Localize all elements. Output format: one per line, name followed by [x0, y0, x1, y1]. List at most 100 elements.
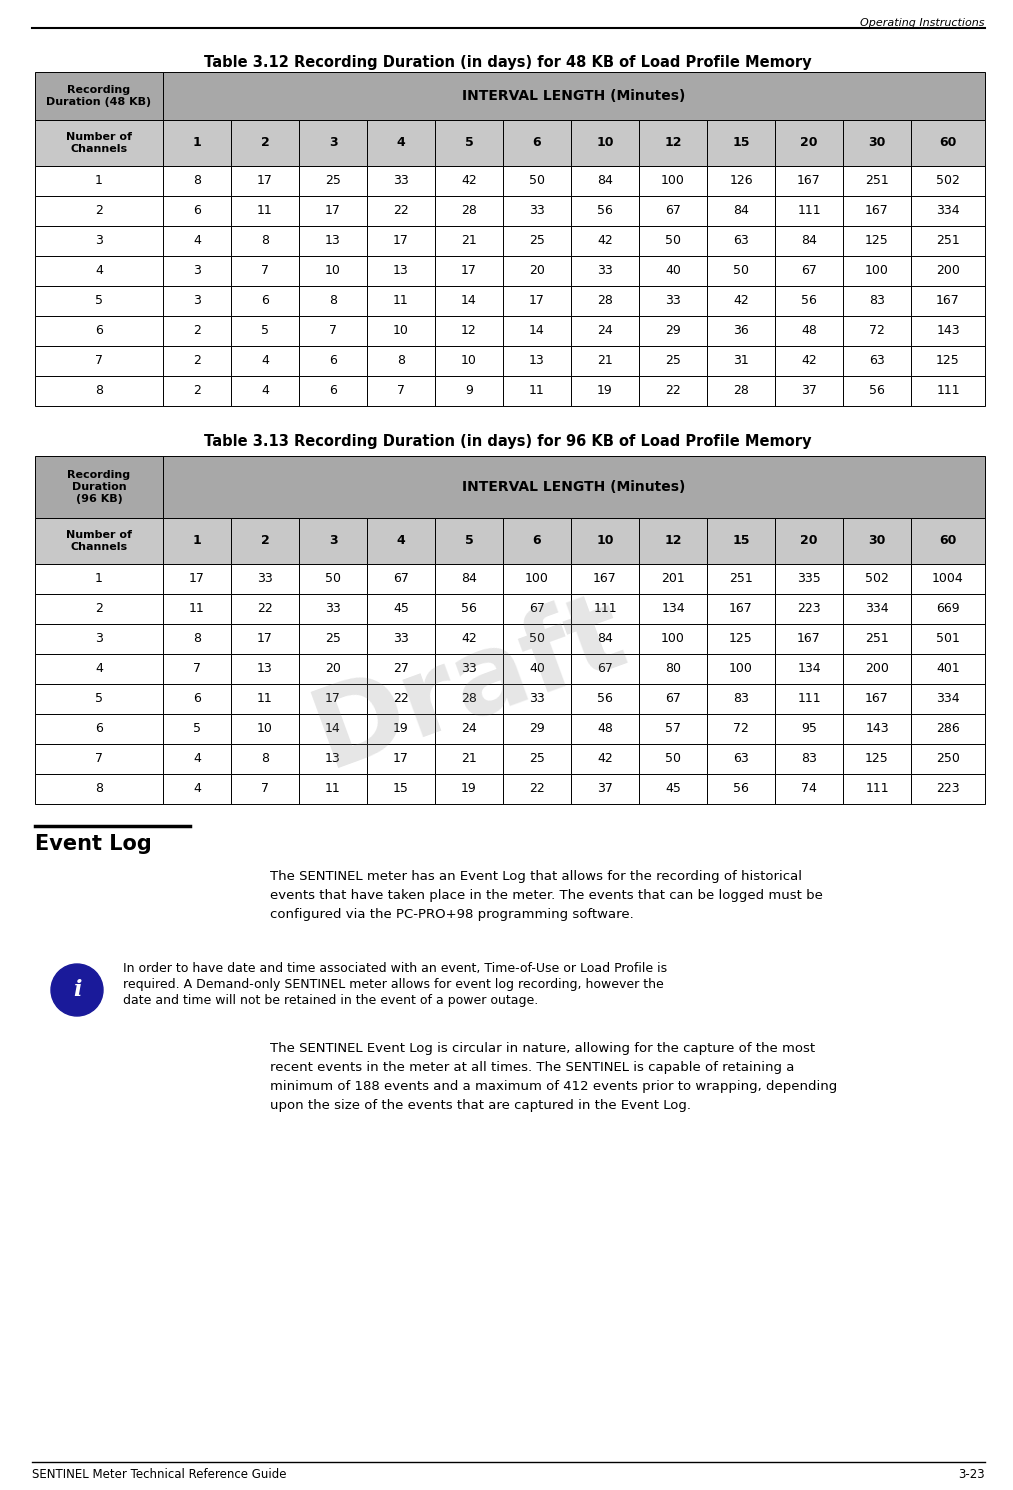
Text: 20: 20 — [800, 535, 817, 547]
Text: i: i — [73, 979, 81, 1001]
Text: 8: 8 — [193, 632, 201, 645]
Bar — [163, 197, 231, 226]
Text: 10: 10 — [597, 535, 614, 547]
Text: 28: 28 — [461, 204, 477, 218]
Text: 200: 200 — [865, 663, 889, 675]
Bar — [775, 595, 843, 624]
Text: 8: 8 — [397, 355, 405, 368]
Bar — [911, 744, 985, 773]
Bar — [299, 595, 367, 624]
Bar — [35, 595, 163, 624]
Bar — [231, 346, 299, 375]
Bar — [35, 316, 163, 346]
Bar — [367, 565, 435, 595]
Bar — [163, 121, 231, 165]
Text: Event Log: Event Log — [35, 834, 152, 854]
Text: 13: 13 — [325, 752, 341, 766]
Text: 33: 33 — [325, 602, 341, 615]
Bar — [571, 684, 639, 714]
Text: 19: 19 — [461, 782, 477, 796]
Text: 22: 22 — [529, 782, 545, 796]
Bar — [231, 773, 299, 805]
Text: 2: 2 — [193, 325, 201, 338]
Text: 167: 167 — [594, 572, 617, 586]
Bar — [571, 165, 639, 197]
Text: 2: 2 — [95, 602, 103, 615]
Text: 201: 201 — [661, 572, 685, 586]
Bar — [231, 624, 299, 654]
Text: 125: 125 — [729, 632, 753, 645]
Text: 200: 200 — [936, 265, 960, 277]
Bar — [571, 773, 639, 805]
Bar — [639, 316, 707, 346]
Text: 335: 335 — [797, 572, 821, 586]
Bar — [35, 226, 163, 256]
Text: 84: 84 — [597, 632, 613, 645]
Text: 33: 33 — [597, 265, 613, 277]
Bar — [707, 375, 775, 405]
Bar — [571, 316, 639, 346]
Bar — [775, 684, 843, 714]
Text: 42: 42 — [461, 174, 477, 188]
Text: 60: 60 — [939, 137, 956, 149]
Bar — [435, 565, 503, 595]
Bar — [639, 286, 707, 316]
Bar — [163, 316, 231, 346]
Text: 143: 143 — [865, 723, 888, 736]
Text: 401: 401 — [936, 663, 960, 675]
Bar — [503, 595, 571, 624]
Text: 6: 6 — [193, 693, 201, 705]
Bar — [367, 684, 435, 714]
Text: 20: 20 — [325, 663, 341, 675]
Text: 50: 50 — [529, 174, 545, 188]
Text: 37: 37 — [597, 782, 613, 796]
Text: 22: 22 — [393, 204, 409, 218]
Text: 7: 7 — [95, 752, 103, 766]
Text: 4: 4 — [397, 535, 405, 547]
Bar — [775, 165, 843, 197]
Text: 8: 8 — [193, 174, 201, 188]
Text: 17: 17 — [393, 234, 409, 247]
Bar — [163, 256, 231, 286]
Text: INTERVAL LENGTH (Minutes): INTERVAL LENGTH (Minutes) — [462, 89, 686, 103]
Bar — [35, 286, 163, 316]
Text: 40: 40 — [529, 663, 545, 675]
Bar — [435, 654, 503, 684]
Bar — [299, 714, 367, 744]
Text: Table 3.13 Recording Duration (in days) for 96 KB of Load Profile Memory: Table 3.13 Recording Duration (in days) … — [205, 434, 811, 448]
Bar — [435, 316, 503, 346]
Bar — [299, 773, 367, 805]
Bar — [843, 654, 911, 684]
Bar — [843, 346, 911, 375]
Bar — [775, 773, 843, 805]
Text: 100: 100 — [729, 663, 753, 675]
Bar — [35, 565, 163, 595]
Text: 4: 4 — [95, 265, 103, 277]
Bar — [231, 654, 299, 684]
Text: 3: 3 — [328, 137, 337, 149]
Bar — [775, 714, 843, 744]
Bar — [35, 346, 163, 375]
Bar — [707, 595, 775, 624]
Bar — [163, 165, 231, 197]
Text: 5: 5 — [261, 325, 269, 338]
Text: 11: 11 — [393, 295, 409, 307]
Bar — [639, 714, 707, 744]
Bar — [163, 744, 231, 773]
Text: 3: 3 — [95, 234, 103, 247]
Text: 17: 17 — [393, 752, 409, 766]
Text: 7: 7 — [329, 325, 337, 338]
Text: The SENTINEL meter has an Event Log that allows for the recording of historical
: The SENTINEL meter has an Event Log that… — [270, 870, 823, 921]
Bar — [571, 375, 639, 405]
Bar — [435, 595, 503, 624]
Bar — [639, 595, 707, 624]
Bar — [435, 773, 503, 805]
Text: 2: 2 — [193, 355, 201, 368]
Bar — [503, 654, 571, 684]
Bar — [163, 226, 231, 256]
Bar — [707, 714, 775, 744]
Bar — [35, 519, 163, 565]
Bar — [571, 256, 639, 286]
Bar — [775, 565, 843, 595]
Text: 100: 100 — [865, 265, 889, 277]
